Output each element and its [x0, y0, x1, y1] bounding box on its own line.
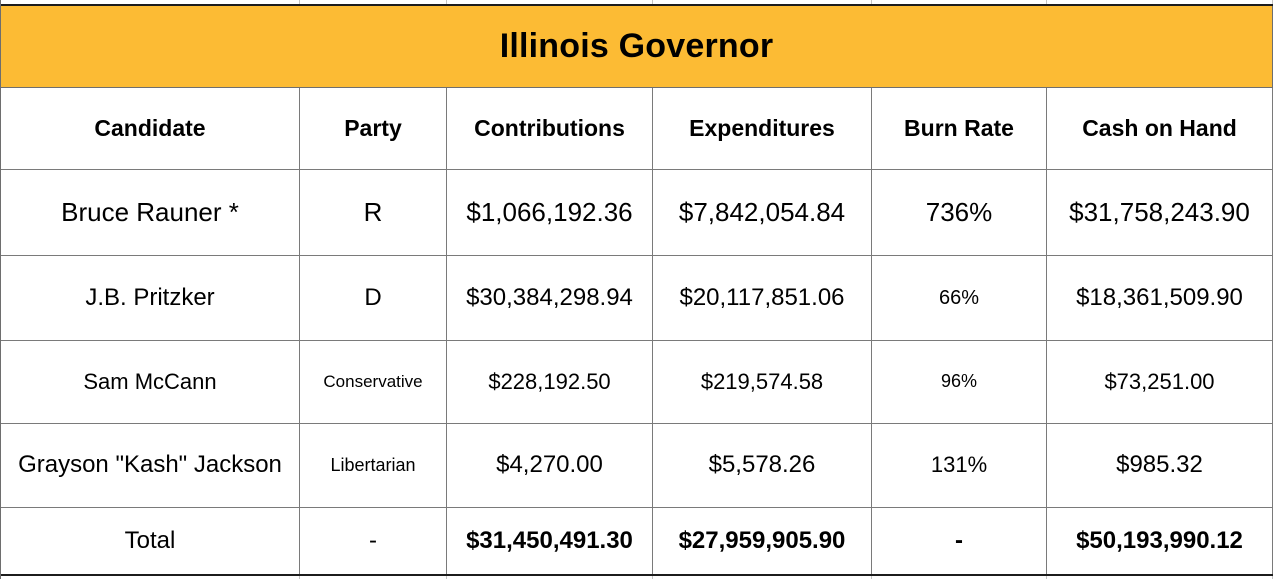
row-grayson-jackson: Grayson "Kash" Jackson Libertarian $4,27…	[1, 424, 1273, 508]
cell-cash-on-hand: $31,758,243.90	[1047, 170, 1273, 256]
cell-cash-on-hand: $50,193,990.12	[1047, 508, 1273, 574]
top-edge-ticks	[1, 0, 1273, 4]
cell-burn-rate: 96%	[872, 341, 1047, 424]
column-header-cash-on-hand: Cash on Hand	[1047, 88, 1273, 170]
cell-party: -	[300, 508, 447, 574]
header-row: Candidate Party Contributions Expenditur…	[1, 88, 1273, 170]
cell-contributions: $228,192.50	[447, 341, 653, 424]
row-sam-mccann: Sam McCann Conservative $228,192.50 $219…	[1, 341, 1273, 424]
row-total: Total - $31,450,491.30 $27,959,905.90 - …	[1, 508, 1273, 574]
row-bruce-rauner: Bruce Rauner * R $1,066,192.36 $7,842,05…	[1, 170, 1273, 256]
cell-burn-rate: 736%	[872, 170, 1047, 256]
cell-burn-rate: 131%	[872, 424, 1047, 508]
cell-burn-rate: 66%	[872, 256, 1047, 341]
cell-party: Libertarian	[300, 424, 447, 508]
column-header-party: Party	[300, 88, 447, 170]
cell-candidate: Grayson "Kash" Jackson	[1, 424, 300, 508]
table-top-border	[1, 4, 1273, 6]
cell-candidate: Total	[1, 508, 300, 574]
cell-contributions: $4,270.00	[447, 424, 653, 508]
column-header-expenditures: Expenditures	[653, 88, 872, 170]
cell-contributions: $31,450,491.30	[447, 508, 653, 574]
cell-contributions: $30,384,298.94	[447, 256, 653, 341]
row-jb-pritzker: J.B. Pritzker D $30,384,298.94 $20,117,8…	[1, 256, 1273, 341]
column-header-contributions: Contributions	[447, 88, 653, 170]
cell-expenditures: $219,574.58	[653, 341, 872, 424]
cell-cash-on-hand: $73,251.00	[1047, 341, 1273, 424]
cell-candidate: J.B. Pritzker	[1, 256, 300, 341]
cell-expenditures: $5,578.26	[653, 424, 872, 508]
cell-cash-on-hand: $985.32	[1047, 424, 1273, 508]
cell-candidate: Bruce Rauner *	[1, 170, 300, 256]
cell-expenditures: $7,842,054.84	[653, 170, 872, 256]
column-header-burn-rate: Burn Rate	[872, 88, 1047, 170]
cell-candidate: Sam McCann	[1, 341, 300, 424]
column-header-candidate: Candidate	[1, 88, 300, 170]
cell-party: Conservative	[300, 341, 447, 424]
cell-party: D	[300, 256, 447, 341]
table-title-bar: Illinois Governor	[1, 6, 1273, 88]
cell-expenditures: $20,117,851.06	[653, 256, 872, 341]
table-bottom-border	[1, 574, 1273, 576]
cell-party: R	[300, 170, 447, 256]
cell-cash-on-hand: $18,361,509.90	[1047, 256, 1273, 341]
table-title: Illinois Governor	[499, 27, 774, 65]
cell-burn-rate: -	[872, 508, 1047, 574]
cell-expenditures: $27,959,905.90	[653, 508, 872, 574]
cell-contributions: $1,066,192.36	[447, 170, 653, 256]
